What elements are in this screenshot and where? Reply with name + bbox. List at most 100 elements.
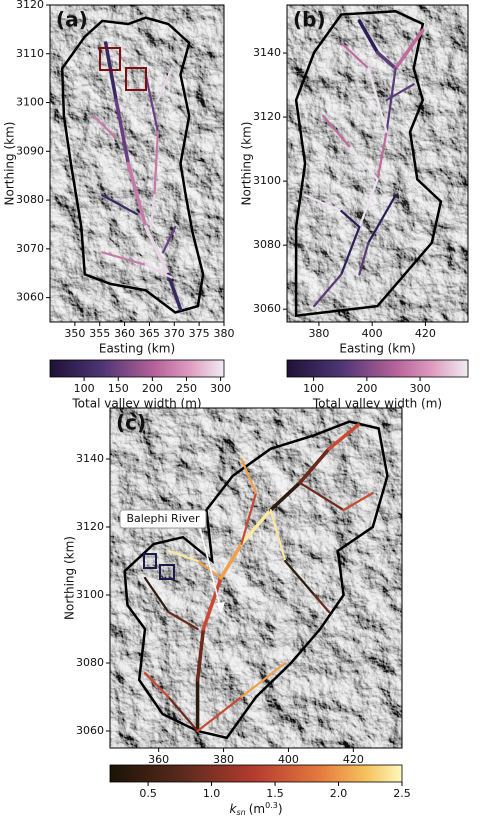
river bbox=[269, 508, 287, 563]
y-tick-label: 3080 bbox=[16, 193, 44, 206]
river bbox=[268, 481, 302, 512]
watershed-outline bbox=[123, 420, 389, 740]
river bbox=[166, 272, 183, 312]
colorbar-tick-label: 1.0 bbox=[203, 787, 221, 800]
y-tick-label: 3120 bbox=[16, 0, 44, 11]
x-tick-label: 370 bbox=[164, 327, 185, 340]
inset-box bbox=[159, 564, 175, 580]
colorbar-tick-label: 2.0 bbox=[330, 787, 348, 800]
river bbox=[313, 273, 343, 308]
river bbox=[327, 423, 360, 451]
arrow-head bbox=[216, 602, 225, 614]
colorbar-tick-label: 150 bbox=[108, 382, 129, 395]
y-tick-label: 3080 bbox=[76, 656, 104, 669]
x-tick-label: 360 bbox=[114, 327, 135, 340]
river bbox=[393, 28, 425, 71]
river bbox=[340, 210, 361, 228]
y-axis-label: Northing (km) bbox=[240, 122, 254, 206]
river bbox=[201, 576, 223, 631]
watershed-outline bbox=[294, 10, 443, 318]
axes-frame bbox=[109, 407, 403, 749]
label-symbol: k bbox=[230, 802, 238, 816]
river bbox=[240, 491, 258, 546]
river bbox=[304, 194, 343, 213]
river bbox=[143, 576, 170, 614]
x-tick-label: 400 bbox=[362, 327, 383, 340]
label-unit: (m bbox=[249, 802, 265, 816]
x-tick-label: 420 bbox=[343, 753, 364, 766]
river bbox=[143, 672, 170, 699]
x-tick-label: 420 bbox=[415, 327, 436, 340]
y-tick-label: 3110 bbox=[16, 47, 44, 60]
river bbox=[162, 225, 177, 254]
annotation: Balephi River bbox=[126, 512, 200, 525]
colorbar-tick-label: 0.5 bbox=[139, 787, 157, 800]
river bbox=[196, 559, 223, 580]
river bbox=[144, 73, 159, 133]
river bbox=[240, 457, 258, 495]
river bbox=[298, 481, 345, 512]
panel-label: (a) bbox=[56, 8, 88, 32]
colorbar-label: Total valley width (m) bbox=[312, 397, 442, 411]
y-tick-label: 3100 bbox=[76, 588, 104, 601]
river bbox=[156, 67, 173, 102]
annotation-box bbox=[119, 509, 207, 529]
river bbox=[167, 610, 199, 631]
hillshade bbox=[110, 408, 402, 748]
river bbox=[167, 549, 199, 563]
axes-frame bbox=[286, 4, 469, 323]
river bbox=[240, 661, 287, 699]
river bbox=[219, 542, 244, 580]
colorbar bbox=[286, 359, 469, 378]
river bbox=[376, 130, 388, 181]
colorbar-tick-label: 250 bbox=[176, 382, 197, 395]
river bbox=[298, 447, 331, 485]
river bbox=[385, 67, 397, 133]
x-tick-label: 380 bbox=[308, 327, 329, 340]
river bbox=[367, 67, 388, 133]
panel-label: (b) bbox=[293, 8, 326, 32]
y-tick-label: 3090 bbox=[16, 144, 44, 157]
colorbar-tick-label: 300 bbox=[410, 382, 431, 395]
river bbox=[239, 508, 273, 546]
label-subscript: sn bbox=[236, 808, 245, 817]
river bbox=[375, 50, 398, 71]
colorbar bbox=[109, 764, 403, 783]
y-tick-label: 3140 bbox=[253, 46, 281, 59]
x-tick-label: 360 bbox=[148, 753, 169, 766]
river bbox=[114, 98, 131, 166]
river bbox=[143, 225, 171, 277]
river bbox=[284, 559, 316, 597]
river bbox=[357, 19, 380, 55]
x-tick-label: 365 bbox=[139, 327, 160, 340]
x-axis-label: Easting (km) bbox=[99, 342, 175, 356]
river bbox=[367, 194, 397, 244]
y-tick-label: 3060 bbox=[253, 302, 281, 315]
colorbar-tick-label: 200 bbox=[142, 382, 163, 395]
inset-box bbox=[99, 47, 121, 71]
colorbar-tick-label: 1.5 bbox=[266, 787, 284, 800]
river bbox=[196, 695, 243, 733]
river bbox=[349, 146, 379, 181]
x-tick-label: 380 bbox=[213, 753, 234, 766]
river bbox=[101, 251, 147, 266]
hillshade bbox=[287, 5, 468, 322]
y-tick-label: 3080 bbox=[253, 238, 281, 251]
y-tick-label: 3120 bbox=[253, 110, 281, 123]
river bbox=[358, 241, 370, 276]
x-tick-label: 380 bbox=[214, 327, 235, 340]
label-close: ) bbox=[278, 802, 283, 816]
y-tick-label: 3100 bbox=[253, 174, 281, 187]
river bbox=[322, 114, 352, 149]
axes-frame bbox=[49, 4, 225, 323]
hillshade bbox=[50, 5, 224, 322]
colorbar-tick-label: 100 bbox=[303, 382, 324, 395]
x-tick-label: 375 bbox=[189, 327, 210, 340]
river bbox=[340, 41, 370, 70]
river bbox=[126, 161, 148, 229]
river bbox=[153, 130, 159, 197]
x-axis-label: Easting (km) bbox=[339, 342, 415, 356]
y-tick-label: 3100 bbox=[16, 96, 44, 109]
river bbox=[313, 593, 331, 614]
